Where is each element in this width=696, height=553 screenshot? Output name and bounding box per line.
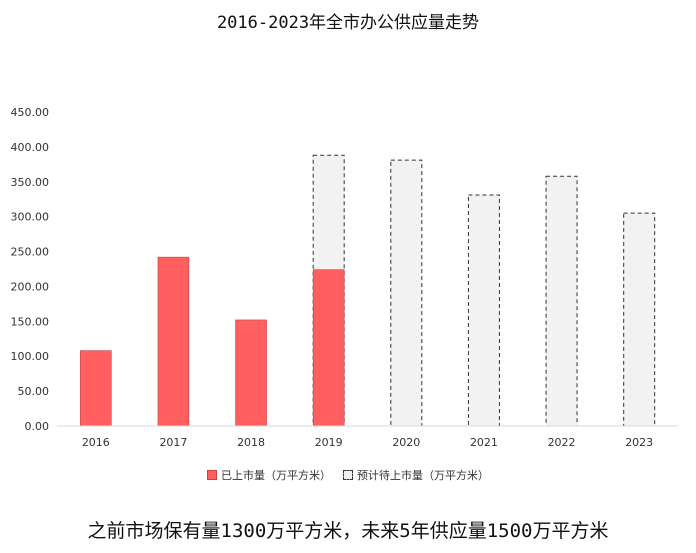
legend-swatch-actual [207, 470, 217, 480]
legend-item-forecast: 预计待上市量（万平方米） [343, 467, 489, 483]
footer-note: 之前市场保有量1300万平方米，未来5年供应量1500万平方米 [87, 520, 609, 542]
bar-forecast-2023 [623, 212, 656, 427]
x-tick-label: 2018 [237, 436, 265, 449]
y-axis: 0.00 50.00 100.00 150.00 200.00 250.00 300.00 3… [11, 106, 50, 433]
legend-swatch-forecast [343, 470, 353, 480]
x-tick-label: 2020 [392, 436, 420, 449]
y-tick-label: 0.00 [25, 420, 50, 433]
chart-title: 2016-2023年全市办公供应量走势 [216, 13, 480, 33]
y-tick-label: 200.00 [11, 280, 50, 293]
x-tick-label: 2022 [548, 436, 576, 449]
x-axis: 2016 2017 2018 2019 2020 2021 2022 2023 [57, 425, 678, 449]
legend-item-actual: 已上市量（万平方米） [207, 467, 331, 483]
y-tick-label: 400.00 [11, 141, 50, 154]
x-tick-label: 2021 [470, 436, 498, 449]
y-tick-label: 50.00 [18, 385, 50, 398]
x-tick-label: 2023 [625, 436, 653, 449]
x-tick-label: 2016 [82, 436, 110, 449]
bar-forecast-2020 [390, 159, 423, 427]
y-tick-label: 100.00 [11, 350, 50, 363]
x-tick-label: 2017 [159, 436, 187, 449]
bar-actual-2018 [235, 319, 267, 427]
y-tick-label: 250.00 [11, 246, 50, 259]
bar-actual-2019 [312, 269, 345, 427]
bar-forecast-2021 [467, 194, 500, 427]
y-tick-label: 300.00 [11, 211, 50, 224]
bar-forecast-2022 [545, 175, 578, 427]
legend-label-forecast: 预计待上市量（万平方米） [357, 469, 489, 482]
x-tick-label: 2019 [315, 436, 343, 449]
y-tick-label: 350.00 [11, 176, 50, 189]
legend: 已上市量（万平方米） 预计待上市量（万平方米） [0, 467, 696, 483]
y-tick-label: 150.00 [11, 315, 50, 328]
y-tick-label: 450.00 [11, 106, 50, 119]
legend-label-actual: 已上市量（万平方米） [221, 469, 331, 482]
bars-layer [80, 154, 656, 427]
bar-actual-2017 [157, 256, 190, 427]
bar-actual-2016 [80, 350, 112, 427]
